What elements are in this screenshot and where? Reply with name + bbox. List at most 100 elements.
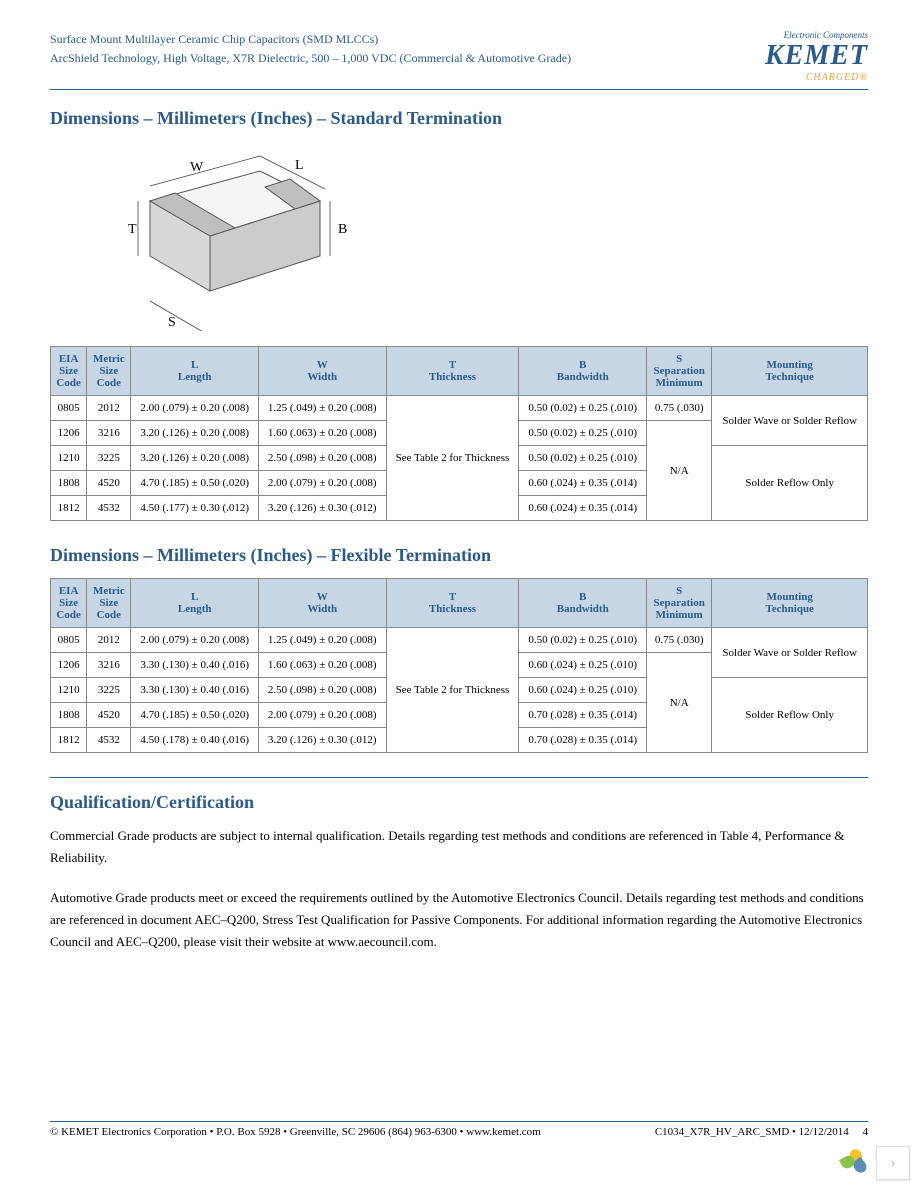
datasheet-page: Surface Mount Multilayer Ceramic Chip Ca… [0,0,918,1188]
cell-bandwidth: 0.70 (.028) ± 0.35 (.014) [519,728,647,753]
col-thickness: TThickness [386,347,519,396]
cell-bandwidth: 0.70 (.028) ± 0.35 (.014) [519,703,647,728]
page-header: Surface Mount Multilayer Ceramic Chip Ca… [50,30,868,90]
next-page-button[interactable]: › [876,1146,910,1180]
cell-mounting: Solder Wave or Solder Reflow [712,396,868,446]
cell-separation-na: N/A [647,421,712,521]
cell-metric: 3225 [87,446,131,471]
cell-eia: 1206 [51,421,87,446]
cell-length: 3.20 (.126) ± 0.20 (.008) [131,421,259,446]
page-footer: © KEMET Electronics Corporation • P.O. B… [50,1121,868,1138]
cell-metric: 3225 [87,678,131,703]
cell-eia: 1812 [51,728,87,753]
table-row: 0805 2012 2.00 (.079) ± 0.20 (.008) 1.25… [51,628,868,653]
cell-metric: 4520 [87,471,131,496]
cell-width: 2.50 (.098) ± 0.20 (.008) [258,446,386,471]
cell-mounting: Solder Reflow Only [712,678,868,753]
cell-length: 2.00 (.079) ± 0.20 (.008) [131,628,259,653]
cell-eia: 0805 [51,628,87,653]
col-width: WWidth [258,579,386,628]
table-header-row: EIASizeCode MetricSizeCode LLength WWidt… [51,579,868,628]
section-title-standard: Dimensions – Millimeters (Inches) – Stan… [50,108,868,129]
cell-eia: 1808 [51,471,87,496]
cell-metric: 2012 [87,628,131,653]
cell-eia: 1812 [51,496,87,521]
cell-separation: 0.75 (.030) [647,396,712,421]
cell-separation: 0.75 (.030) [647,628,712,653]
cell-metric: 3216 [87,421,131,446]
cell-metric: 4532 [87,728,131,753]
cell-eia: 1210 [51,446,87,471]
cell-thickness-note: See Table 2 for Thickness [386,396,519,521]
cell-bandwidth: 0.50 (0.02) ± 0.25 (.010) [519,446,647,471]
qualification-paragraph-1: Commercial Grade products are subject to… [50,825,868,869]
cell-thickness-note: See Table 2 for Thickness [386,628,519,753]
cell-length: 3.30 (.130) ± 0.40 (.016) [131,653,259,678]
cell-width: 1.60 (.063) ± 0.20 (.008) [258,653,386,678]
cell-metric: 4520 [87,703,131,728]
dim-label-t: T [128,222,137,237]
kemet-logo: Electronic Components KEMET CHARGED® [765,30,868,83]
table-row: 0805 2012 2.00 (.079) ± 0.20 (.008) 1.25… [51,396,868,421]
logo-tagline-bottom: CHARGED® [765,72,868,83]
cell-eia: 1206 [51,653,87,678]
cell-length: 4.70 (.185) ± 0.50 (.020) [131,703,259,728]
cell-mounting: Solder Wave or Solder Reflow [712,628,868,678]
header-line1: Surface Mount Multilayer Ceramic Chip Ca… [50,30,571,49]
dim-label-s: S [168,315,176,330]
col-mounting: MountingTechnique [712,347,868,396]
col-metric: MetricSizeCode [87,579,131,628]
section-title-qualification: Qualification/Certification [50,792,868,813]
table-header-row: EIASizeCode MetricSizeCode LLength WWidt… [51,347,868,396]
col-bandwidth: BBandwidth [519,579,647,628]
cell-length: 4.70 (.185) ± 0.50 (.020) [131,471,259,496]
col-length: LLength [131,347,259,396]
section-title-flexible: Dimensions – Millimeters (Inches) – Flex… [50,545,868,566]
cell-bandwidth: 0.60 (.024) ± 0.35 (.014) [519,471,647,496]
cell-eia: 1808 [51,703,87,728]
cell-bandwidth: 0.50 (0.02) ± 0.25 (.010) [519,421,647,446]
col-separation: SSeparationMinimum [647,579,712,628]
cell-width: 2.50 (.098) ± 0.20 (.008) [258,678,386,703]
viewer-logo-icon [842,1149,870,1177]
cell-metric: 3216 [87,653,131,678]
col-length: LLength [131,579,259,628]
cell-length: 2.00 (.079) ± 0.20 (.008) [131,396,259,421]
dimensions-table-flexible: EIASizeCode MetricSizeCode LLength WWidt… [50,578,868,753]
cell-mounting: Solder Reflow Only [712,446,868,521]
cell-eia: 0805 [51,396,87,421]
cell-length: 3.20 (.126) ± 0.20 (.008) [131,446,259,471]
divider [50,777,868,778]
col-thickness: TThickness [386,579,519,628]
col-width: WWidth [258,347,386,396]
dim-label-b: B [338,222,347,237]
page-number: 4 [863,1126,869,1138]
cell-width: 2.00 (.079) ± 0.20 (.008) [258,471,386,496]
cell-metric: 4532 [87,496,131,521]
cell-length: 4.50 (.177) ± 0.30 (.012) [131,496,259,521]
cell-bandwidth: 0.60 (.024) ± 0.25 (.010) [519,678,647,703]
cell-width: 3.20 (.126) ± 0.30 (.012) [258,496,386,521]
col-bandwidth: BBandwidth [519,347,647,396]
cell-length: 4.50 (.178) ± 0.40 (.016) [131,728,259,753]
header-line2: ArcShield Technology, High Voltage, X7R … [50,49,571,68]
dim-label-l: L [295,158,304,173]
qualification-paragraph-2: Automotive Grade products meet or exceed… [50,887,868,953]
header-text: Surface Mount Multilayer Ceramic Chip Ca… [50,30,571,68]
logo-tagline-top: Electronic Components [765,30,868,40]
logo-text: KEMET [765,40,868,72]
cell-bandwidth: 0.60 (.024) ± 0.25 (.010) [519,653,647,678]
cell-width: 1.25 (.049) ± 0.20 (.008) [258,628,386,653]
chip-dimension-diagram: W L T B S [90,141,350,331]
col-eia: EIASizeCode [51,579,87,628]
cell-separation-na: N/A [647,653,712,753]
cell-width: 3.20 (.126) ± 0.30 (.012) [258,728,386,753]
footer-left: © KEMET Electronics Corporation • P.O. B… [50,1126,541,1138]
cell-eia: 1210 [51,678,87,703]
col-eia: EIASizeCode [51,347,87,396]
footer-right: C1034_X7R_HV_ARC_SMD • 12/12/2014 4 [655,1126,868,1138]
cell-width: 1.25 (.049) ± 0.20 (.008) [258,396,386,421]
cell-width: 1.60 (.063) ± 0.20 (.008) [258,421,386,446]
cell-length: 3.30 (.130) ± 0.40 (.016) [131,678,259,703]
cell-bandwidth: 0.50 (0.02) ± 0.25 (.010) [519,396,647,421]
